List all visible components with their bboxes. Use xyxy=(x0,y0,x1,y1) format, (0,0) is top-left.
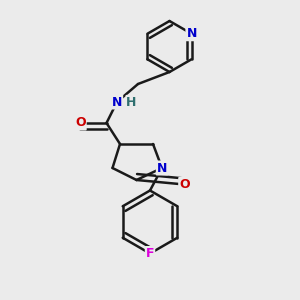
Text: N: N xyxy=(112,95,122,109)
Text: O: O xyxy=(75,116,86,130)
Text: N: N xyxy=(157,161,167,175)
Text: F: F xyxy=(146,247,154,260)
Text: N: N xyxy=(186,27,197,40)
Text: H: H xyxy=(126,95,136,109)
Text: O: O xyxy=(179,178,190,191)
